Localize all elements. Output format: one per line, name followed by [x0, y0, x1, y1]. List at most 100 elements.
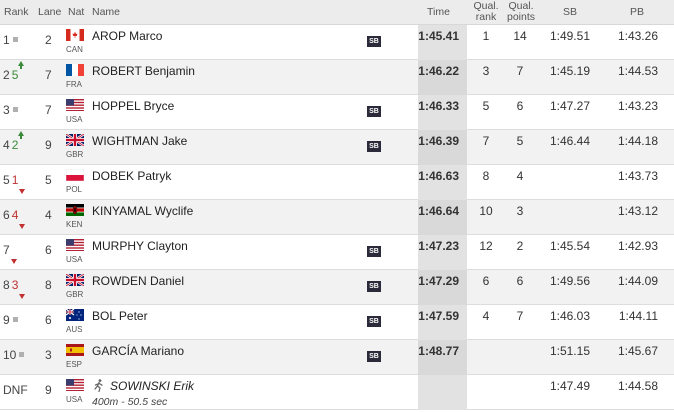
lane-value: 3 — [45, 348, 52, 362]
lane-value: 9 — [45, 383, 52, 397]
sb-value: 1:47.49 — [549, 379, 590, 393]
sb-value: 1:51.15 — [549, 344, 590, 358]
flag-gbr-icon — [66, 134, 84, 146]
flag-pol-icon — [66, 169, 84, 181]
athlete-name-link[interactable]: ROWDEN Daniel — [92, 274, 185, 288]
rank-cell: 9 — [3, 313, 18, 327]
table-row[interactable]: DNF 9 USA SOWINSKI Erik 400m - 50.5 sec 1:47.… — [0, 375, 674, 410]
rank-change-value: 3 — [11, 278, 19, 292]
pb-value: 1:43.26 — [617, 29, 658, 43]
table-row[interactable]: 8 3 8 GBR ROWDEN Daniel SB 1:47.29 6 6 1:49.56 1:4… — [0, 270, 674, 305]
time-column-bg — [418, 375, 467, 410]
rank-value: 10 — [3, 348, 17, 362]
athlete-name-link[interactable]: DOBEK Patryk — [92, 169, 172, 183]
athlete-name-link[interactable]: SOWINSKI Erik — [110, 379, 195, 393]
lane-value: 8 — [45, 278, 52, 292]
rank-cell: 1 — [3, 33, 18, 47]
table-row[interactable]: 10 3 ESP GARCÍA Mariano SB 1:48.77 1:51.15 1:45… — [0, 340, 674, 375]
qual-rank-value: 5 — [482, 99, 490, 113]
rank-cell: 10 — [3, 348, 25, 362]
qual-rank-value: 8 — [482, 169, 490, 183]
header-time: Time — [427, 6, 450, 18]
athlete-name-link[interactable]: ROBERT Benjamin — [92, 64, 195, 78]
sb-badge: SB — [367, 281, 381, 292]
rank-value: 9 — [3, 313, 10, 327]
athlete-name-link[interactable]: HOPPEL Bryce — [92, 99, 175, 113]
arrow-down-icon — [10, 259, 17, 264]
lane-value: 6 — [45, 313, 52, 327]
time-value: 1:45.41 — [418, 29, 459, 43]
athlete-name-link[interactable]: WIGHTMAN Jake — [92, 134, 188, 148]
qual-points-value: 6 — [516, 99, 524, 113]
table-row[interactable]: 7 6 USA MURPHY Clayton SB 1:47.23 12 2 1:45.54 1:… — [0, 235, 674, 270]
pb-value: 1:42.93 — [617, 239, 658, 253]
lane-value: 2 — [45, 33, 52, 47]
athlete-name-link[interactable]: KINYAMAL Wyclife — [92, 204, 194, 218]
no-change-icon — [12, 37, 18, 42]
runner-icon — [93, 379, 105, 393]
time-value: 1:47.23 — [418, 239, 459, 253]
lane-value: 5 — [45, 173, 52, 187]
sb-badge: SB — [367, 316, 381, 327]
sb-badge: SB — [367, 106, 381, 117]
table-row[interactable]: 4 2 9 GBR WIGHTMAN Jake SB 1:46.39 7 5 1:46.44 1:4… — [0, 130, 674, 165]
pb-value: 1:44.09 — [617, 274, 658, 288]
rank-value: 1 — [3, 33, 10, 47]
qual-points-value: 5 — [516, 134, 524, 148]
athlete-name-link[interactable]: BOL Peter — [92, 309, 148, 323]
rank-cell: DNF — [3, 383, 28, 397]
qual-rank-value: 6 — [482, 274, 490, 288]
pb-value: 1:44.11 — [618, 309, 658, 323]
qual-points-value: 2 — [516, 239, 524, 253]
lane-value: 9 — [45, 138, 52, 152]
table-row[interactable]: 2 5 7 FRA ROBERT Benjamin 1:46.22 3 7 1:45.19 1:4… — [0, 60, 674, 95]
sb-badge: SB — [367, 141, 381, 152]
time-column-bg — [418, 165, 467, 200]
rank-change-value: 2 — [11, 138, 19, 152]
flag-ken-icon — [66, 204, 84, 216]
sb-value: 1:45.54 — [549, 239, 590, 253]
time-value: 1:46.22 — [418, 64, 459, 78]
nat-code: KEN — [66, 220, 83, 229]
sb-value: 1:49.56 — [549, 274, 590, 288]
split-note: 400m - 50.5 sec — [92, 396, 168, 408]
header-rank: Rank — [4, 6, 29, 18]
table-row[interactable]: 6 4 4 KEN KINYAMAL Wyclife 1:46.64 10 3 1:43.12 — [0, 200, 674, 235]
sb-badge: SB — [367, 351, 381, 362]
rank-value: 6 — [3, 208, 10, 222]
time-column-bg — [418, 340, 467, 375]
time-value: 1:47.59 — [418, 309, 459, 323]
rank-value: 4 — [3, 138, 10, 152]
qual-points-value: 14 — [513, 29, 527, 43]
athlete-name-link[interactable]: GARCÍA Mariano — [92, 344, 185, 358]
flag-usa-icon — [66, 99, 84, 111]
lane-value: 6 — [45, 243, 52, 257]
arrow-down-icon — [19, 189, 26, 194]
time-value: 1:47.29 — [418, 274, 459, 288]
athlete-name-link[interactable]: MURPHY Clayton — [92, 239, 188, 253]
table-row[interactable]: 3 7 USA HOPPEL Bryce SB 1:46.33 5 6 1:47.27 1:43.… — [0, 95, 674, 130]
table-row[interactable]: 5 1 5 POL DOBEK Patryk 1:46.63 8 4 1:43.73 — [0, 165, 674, 200]
table-row[interactable]: 9 6 AUS BOL Peter SB 1:47.59 4 7 1:46.03 1:44.11 — [0, 305, 674, 340]
nat-code: GBR — [66, 150, 84, 159]
qual-rank-value: 12 — [479, 239, 493, 253]
time-column-bg — [418, 270, 467, 305]
nat-code: USA — [66, 255, 83, 264]
sb-badge: SB — [367, 36, 381, 47]
athlete-name-link[interactable]: AROP Marco — [92, 29, 163, 43]
qual-rank-value: 7 — [482, 134, 490, 148]
sb-value: 1:46.03 — [549, 309, 590, 323]
header-nat: Nat — [68, 6, 85, 18]
sb-value: 1:46.44 — [549, 134, 590, 148]
table-row[interactable]: 1 2 CAN AROP Marco SB 1:45.41 1 14 1:49.51 1:43.2… — [0, 25, 674, 60]
pb-value: 1:44.18 — [617, 134, 658, 148]
qual-points-value: 7 — [516, 309, 524, 323]
time-value: 1:46.33 — [418, 99, 459, 113]
pb-value: 1:43.12 — [617, 204, 658, 218]
rank-change-value: 4 — [11, 208, 19, 222]
nat-code: USA — [66, 115, 83, 124]
lane-value: 7 — [45, 103, 52, 117]
